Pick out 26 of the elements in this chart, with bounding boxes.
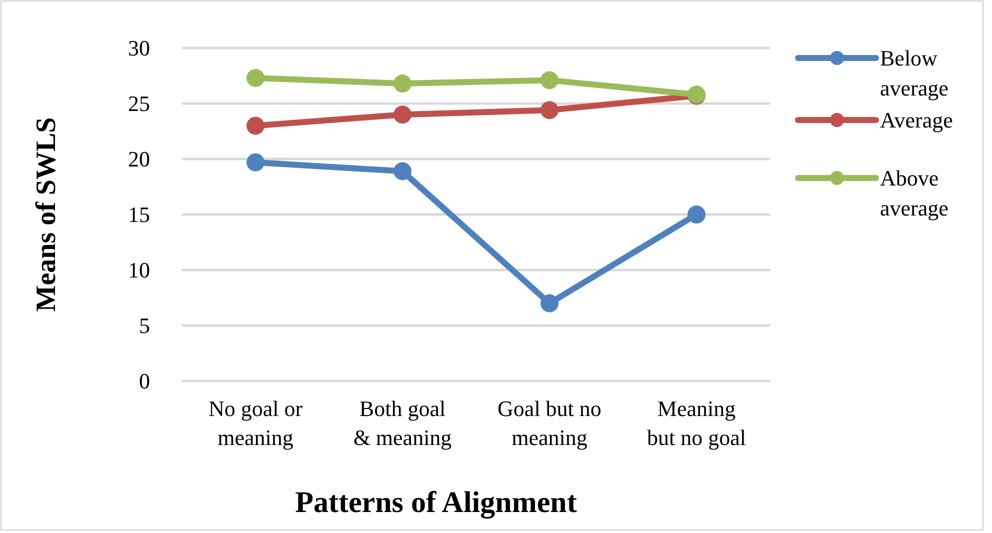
point: [394, 162, 412, 180]
x-axis-title: Patterns of Alignment: [295, 486, 577, 519]
point: [246, 153, 264, 172]
y-tick-label: 5: [139, 313, 150, 338]
x-tick-label: Goal but no meaning: [498, 396, 602, 450]
legend-label: Below average: [880, 46, 948, 101]
x-tick-label: Both goal & meaning: [353, 396, 452, 450]
point: [540, 294, 558, 312]
y-tick-label: 30: [128, 36, 150, 61]
y-tick-label: 0: [139, 368, 150, 394]
legend-label: Above average: [880, 166, 948, 221]
point: [394, 106, 412, 124]
point: [540, 71, 558, 90]
x-tick-label: No goal or meaning: [208, 396, 304, 450]
legend-label: Average: [880, 108, 953, 133]
y-tick-label: 25: [128, 91, 150, 116]
point: [246, 68, 264, 87]
y-tick-label: 20: [128, 146, 150, 172]
point: [246, 116, 264, 135]
y-tick-label: 10: [128, 258, 150, 283]
y-tick-label: 15: [128, 202, 150, 228]
y-axis-title: Means of SWLS: [31, 117, 62, 312]
point: [394, 74, 412, 93]
point: [688, 206, 706, 224]
point: [540, 101, 558, 120]
x-tick-label: Meaning but no goal: [647, 396, 746, 450]
